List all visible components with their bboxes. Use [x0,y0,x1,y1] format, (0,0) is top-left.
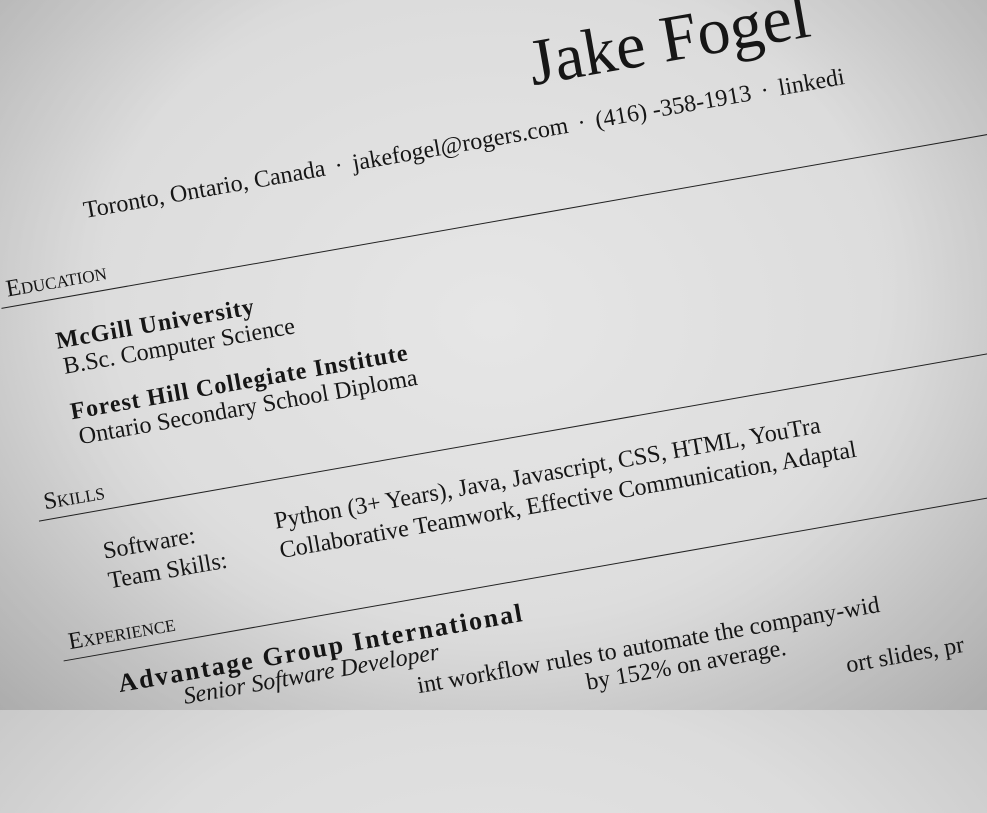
contact: jakefogel@rogers.com [350,112,571,177]
contact: linkedi [776,64,847,102]
resume-sheet: Jake Fogel Toronto, Ontario, Canada · jake… [0,0,987,710]
contact: (416) -358-1913 [593,80,754,134]
separator: · [758,77,772,105]
separator: · [332,152,346,180]
bullet-text: ort slides, pr [844,632,967,679]
separator: · [575,109,588,137]
section-heading: Education [4,259,109,303]
contact-line: Toronto, Ontario, Canada · jakefogel@roger… [82,64,847,225]
page: {"header": {"name": "Jake Fogel", "separ… [0,0,987,710]
contact: Toronto, Ontario, Canada [81,155,328,224]
